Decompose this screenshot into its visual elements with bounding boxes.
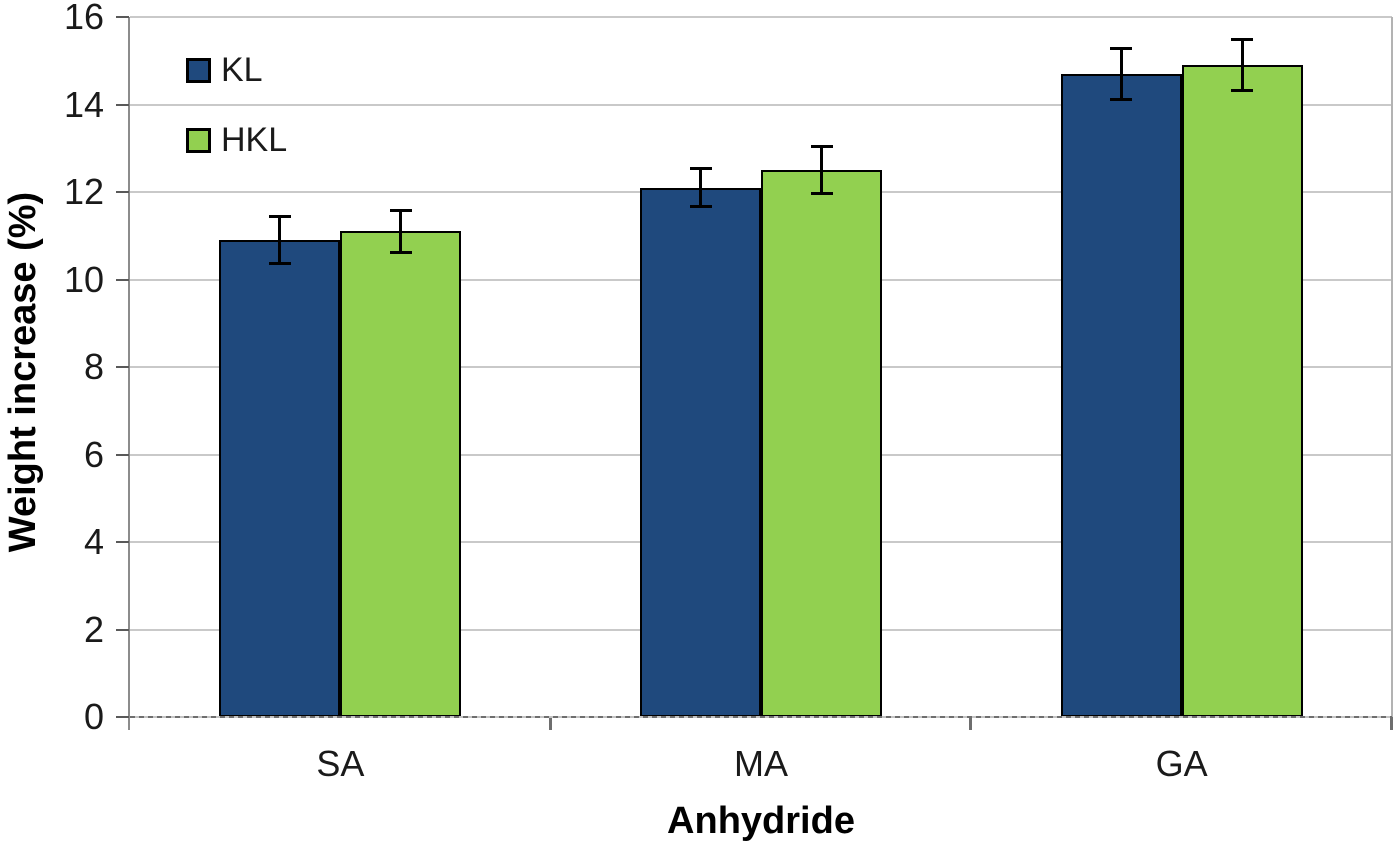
x-axis-tick-3 [1390,717,1393,730]
bar-kl-sa [219,240,341,717]
plot-border-right [1391,17,1393,717]
y-tick-label-2: 2 [83,608,104,650]
y-tick-label-10: 10 [63,258,104,300]
x-tick-label-sa: SA [316,743,365,784]
error-bar-cap-bottom [1231,89,1254,93]
error-bar-cap-bottom [389,251,412,255]
x-axis-tick-2 [969,717,973,730]
y-axis-tick-12 [116,191,129,193]
y-axis-tick-2 [116,628,129,631]
legend-swatch-hkl [186,127,211,153]
legend-item-kl: KL [186,53,263,87]
error-bar-cap-top [689,166,712,170]
y-tick-label-6: 6 [83,433,104,475]
y-axis-line [128,17,130,730]
bar-kl-ma [640,187,761,717]
bar-hkl-sa [340,231,462,717]
y-axis-tick-0 [116,716,129,718]
y-tick-label-16: 16 [63,0,104,37]
bar-hkl-ma [761,170,882,717]
error-bar-cap-bottom [268,262,291,266]
error-bar-cap-top [1110,46,1133,50]
y-axis-tick-8 [116,366,129,368]
legend-swatch-kl [186,57,211,83]
y-tick-label-0: 0 [83,696,104,737]
bar-kl-ga [1060,73,1182,717]
error-bar-cap-top [389,208,412,212]
x-tick-label-ga: GA [1155,743,1208,784]
y-axis-tick-6 [116,453,129,456]
legend-label-hkl: HKL [221,121,288,159]
gridline-14 [130,103,1392,106]
error-bar-cap-top [810,145,833,149]
error-bar-kl-ma [699,167,702,208]
y-tick-label-14: 14 [63,83,104,125]
x-axis-title: Anhydride [667,800,855,842]
error-bar-hkl-sa [399,209,403,254]
error-bar-hkl-ma [820,146,823,195]
bar-hkl-ga [1181,65,1303,717]
error-bar-kl-ga [1119,47,1123,101]
y-tick-label-4: 4 [83,521,104,562]
error-bar-cap-top [268,215,291,219]
y-tick-label-8: 8 [83,346,104,387]
legend-item-hkl: HKL [186,123,287,157]
x-axis-line [130,716,1392,718]
error-bar-cap-bottom [810,192,833,196]
y-axis-tick-14 [116,103,129,106]
y-axis-tick-16 [116,16,129,18]
error-bar-kl-sa [278,216,282,265]
y-axis-tick-10 [116,278,129,281]
error-bar-cap-top [1231,37,1254,41]
x-tick-label-ma: MA [734,743,788,784]
x-axis-tick-1 [548,717,552,730]
y-tick-label-12: 12 [63,171,104,212]
error-bar-cap-bottom [1110,98,1133,102]
legend-label-kl: KL [221,51,263,89]
y-axis-tick-4 [116,541,129,543]
gridline-16 [130,16,1392,18]
error-bar-cap-bottom [689,205,712,209]
error-bar-hkl-ga [1240,38,1244,92]
